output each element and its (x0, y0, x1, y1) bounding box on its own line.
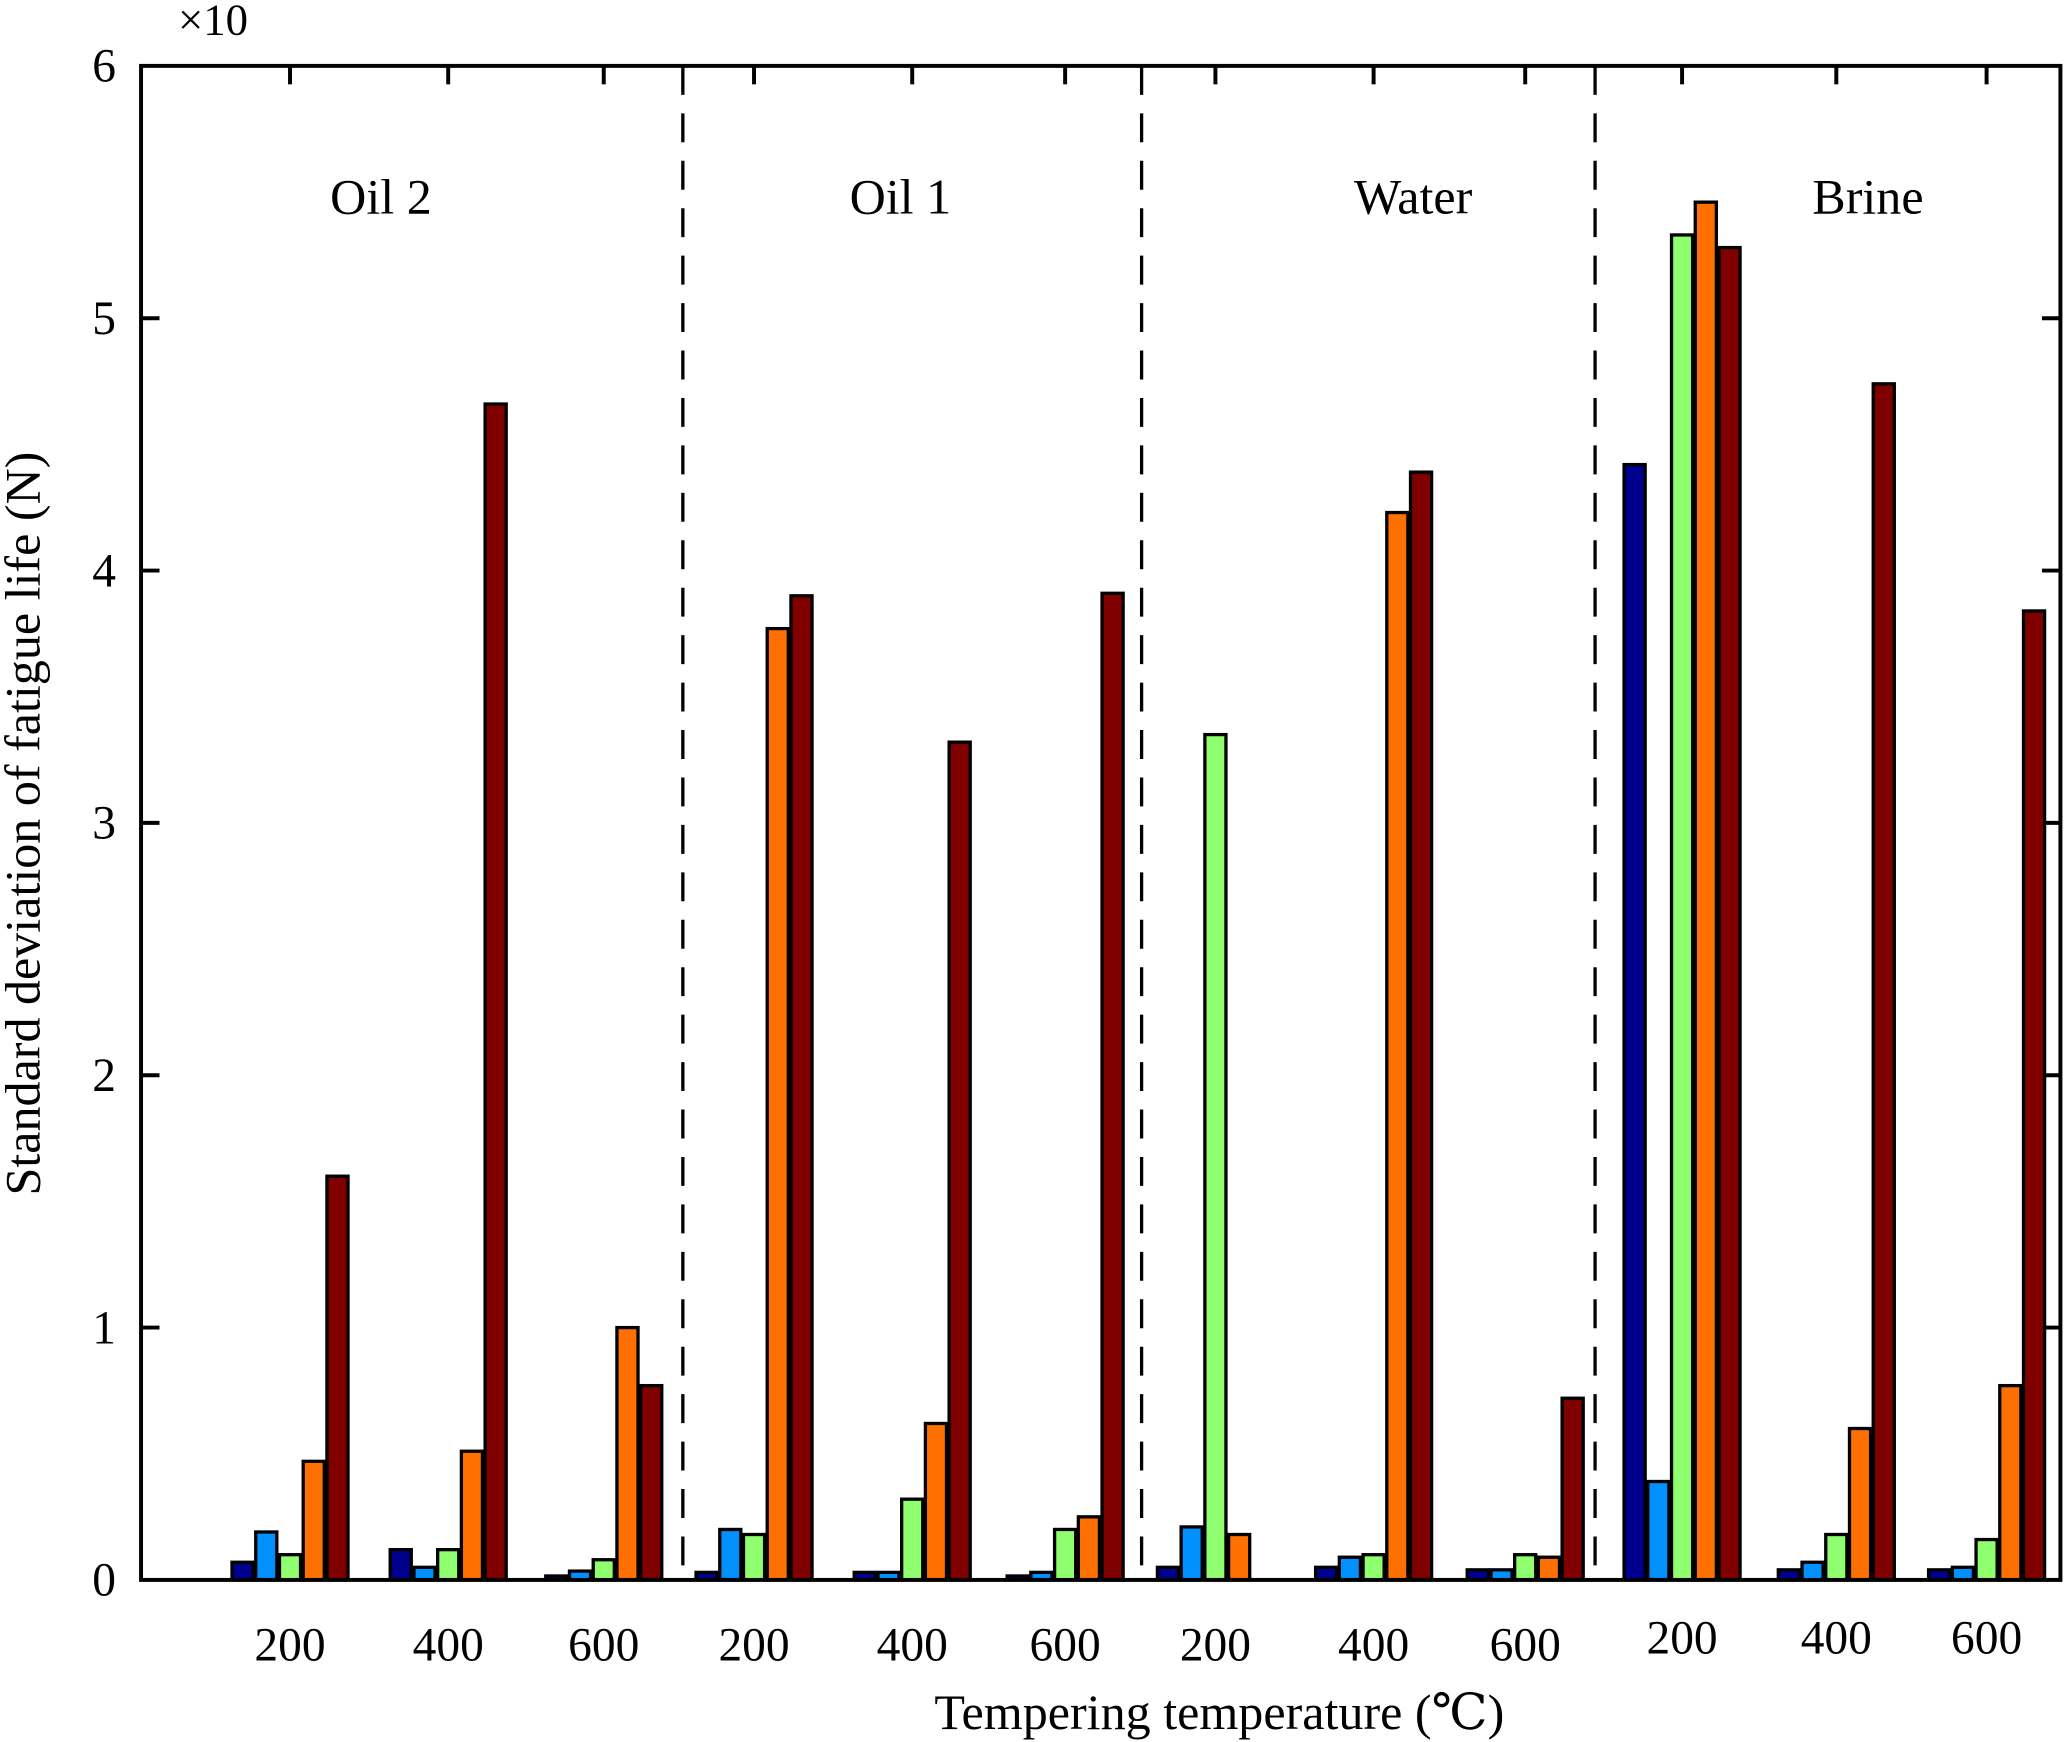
bar-oil2-600-s3 (591, 1558, 616, 1582)
bar-oil2-400-s1 (388, 1547, 413, 1582)
bar-oil2-200-s5 (325, 1174, 350, 1582)
group-label: Oil 2 (330, 168, 432, 224)
bar-brine-200-s3 (1669, 233, 1695, 1582)
bar-oil1-600-s4 (1076, 1515, 1102, 1582)
x-tick-label: 400 (413, 1619, 484, 1671)
bar-brine-200-s5 (1717, 245, 1742, 1582)
bar-water-400-s5 (1408, 470, 1434, 1582)
x-tick-label: 600 (1030, 1619, 1101, 1671)
bar-water-600-s5 (1560, 1396, 1585, 1582)
y-tick-label: 0 (92, 1555, 116, 1607)
x-tick-label: 400 (1801, 1613, 1872, 1665)
x-tick-label: 600 (568, 1619, 639, 1671)
bar-brine-400-s3 (1824, 1532, 1849, 1582)
bar-brine-600-s5 (2021, 609, 2047, 1582)
x-tick-label: 400 (877, 1619, 948, 1671)
bar-oil1-400-s4 (923, 1421, 949, 1582)
bar-water-200-s2 (1179, 1525, 1204, 1582)
y-tick-label: 6 (92, 41, 116, 93)
group-label: Brine (1812, 168, 1923, 224)
bar-oil1-400-s3 (900, 1497, 925, 1582)
x-tick-label: 200 (718, 1619, 789, 1671)
bar-water-600-s3 (1513, 1553, 1538, 1582)
bar-oil1-600-s3 (1052, 1527, 1078, 1582)
x-tick-label: 600 (1951, 1613, 2022, 1665)
bar-water-200-s4 (1226, 1532, 1252, 1582)
bar-brine-400-s4 (1847, 1426, 1873, 1582)
bar-oil1-200-s3 (741, 1532, 767, 1582)
bar-brine-600-s4 (1998, 1383, 2023, 1582)
bar-oil1-200-s4 (765, 626, 790, 1582)
bar-brine-400-s2 (1800, 1560, 1825, 1582)
y-tick-label: 2 (92, 1050, 116, 1102)
group-label: Oil 1 (850, 168, 952, 224)
bar-oil1-400-s5 (947, 740, 972, 1582)
bar-oil2-400-s3 (436, 1547, 461, 1582)
bar-oil1-600-s5 (1100, 591, 1125, 1582)
plot-frame (139, 63, 2063, 1582)
bar-water-400-s4 (1385, 510, 1410, 1582)
x-axis-title: Tempering temperature (℃) (934, 1684, 1504, 1740)
bar-oil1-200-s5 (789, 594, 814, 1582)
x-tick-label: 600 (1490, 1619, 1561, 1671)
y-tick-label: 1 (92, 1302, 116, 1354)
bar-water-400-s2 (1337, 1555, 1363, 1582)
bar-oil2-200-s3 (277, 1553, 303, 1582)
y-tick-label: 3 (92, 798, 116, 850)
bar-brine-400-s5 (1871, 382, 1896, 1582)
bar-brine-600-s3 (1974, 1537, 1999, 1582)
bar-water-400-s3 (1361, 1553, 1386, 1582)
group-label: Water (1354, 168, 1473, 224)
x-tick-label: 200 (254, 1619, 325, 1671)
y-axis-title: Standard deviation of fatigue life (N) (0, 452, 51, 1196)
bar-oil2-200-s1 (230, 1560, 255, 1582)
y-tick-label: 5 (92, 293, 116, 345)
bar-oil2-600-s5 (639, 1383, 664, 1582)
x-tick-label: 200 (1180, 1619, 1251, 1671)
bar-oil2-400-s4 (459, 1449, 485, 1582)
bar-brine-200-s4 (1693, 200, 1718, 1582)
x-tick-label: 200 (1646, 1613, 1717, 1665)
bar-water-200-s3 (1203, 732, 1228, 1582)
bar-oil2-200-s2 (254, 1530, 279, 1582)
bar-oil2-200-s4 (301, 1459, 326, 1582)
y-multiplier: ×10 (178, 0, 248, 44)
bar-brine-200-s2 (1646, 1479, 1671, 1582)
bar-water-600-s4 (1536, 1555, 1562, 1582)
y-tick-label: 4 (92, 545, 116, 597)
bar-oil1-200-s2 (718, 1527, 743, 1582)
bar-oil2-600-s4 (615, 1325, 640, 1582)
x-tick-label: 400 (1338, 1619, 1409, 1671)
bar-brine-200-s1 (1622, 462, 1647, 1582)
bar-oil2-400-s5 (483, 402, 508, 1582)
